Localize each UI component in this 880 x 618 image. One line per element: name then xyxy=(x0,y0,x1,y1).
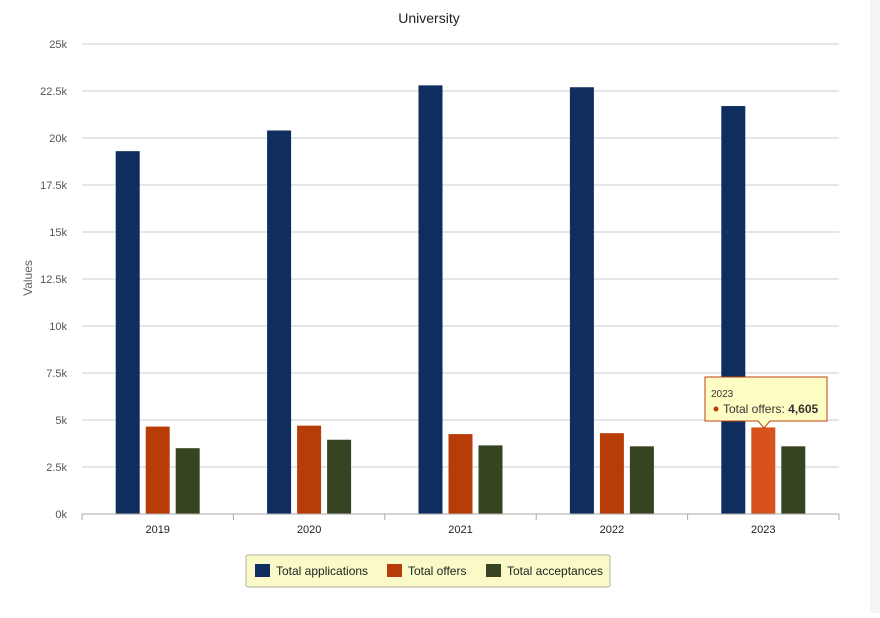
legend-label[interactable]: Total offers xyxy=(408,564,466,578)
bar[interactable] xyxy=(327,439,352,514)
legend-swatch xyxy=(387,564,402,577)
right-scroll-strip xyxy=(870,0,880,613)
bar[interactable] xyxy=(267,130,292,515)
bar-series[interactable] xyxy=(115,85,806,515)
bar[interactable] xyxy=(115,151,140,514)
bar[interactable] xyxy=(478,445,503,514)
bar[interactable] xyxy=(751,427,776,514)
legend-swatch xyxy=(255,564,270,577)
legend-box xyxy=(245,554,611,588)
bar[interactable] xyxy=(599,433,624,514)
tooltip: 2023 Total offers: 4,605 xyxy=(704,376,828,429)
tooltip-marker xyxy=(713,406,719,412)
tooltip-value: 4,605 xyxy=(788,402,818,416)
x-tick-label: 2021 xyxy=(448,524,472,536)
y-tick-label: 10k xyxy=(49,321,67,333)
tooltip-series-name: Total offers xyxy=(723,402,781,416)
tooltip-category: 2023 xyxy=(711,389,734,400)
bar[interactable] xyxy=(569,87,594,515)
bar[interactable] xyxy=(629,446,654,514)
bar[interactable] xyxy=(175,448,200,514)
y-tick-label: 15k xyxy=(49,227,67,239)
y-tick-label: 20k xyxy=(49,133,67,145)
y-tick-label: 12.5k xyxy=(40,274,67,286)
legend-label[interactable]: Total applications xyxy=(276,564,368,578)
legend-swatch xyxy=(486,564,501,577)
chart-title: University xyxy=(398,10,459,26)
tooltip-colon: : xyxy=(781,402,788,416)
x-tick-label: 2023 xyxy=(751,524,775,536)
tooltip-box xyxy=(704,376,828,429)
x-tick-label: 2019 xyxy=(145,524,169,536)
bar[interactable] xyxy=(145,426,170,514)
bar[interactable] xyxy=(721,106,746,514)
y-tick-label: 0k xyxy=(55,509,67,521)
bar[interactable] xyxy=(418,85,443,515)
gridlines xyxy=(82,43,839,468)
x-tick-label: 2020 xyxy=(297,524,321,536)
x-axis: 2019 2020 2021 2022 2023 xyxy=(81,513,840,536)
y-tick-label: 7.5k xyxy=(46,368,67,380)
y-tick-label: 17.5k xyxy=(40,180,67,192)
bar[interactable] xyxy=(448,434,473,514)
legend[interactable]: Total applications Total offers Total acce… xyxy=(245,554,611,588)
y-tick-label: 25k xyxy=(49,39,67,51)
bar[interactable] xyxy=(297,425,322,514)
legend-label[interactable]: Total acceptances xyxy=(507,564,603,578)
y-axis-ticks: 0k 2.5k 5k 7.5k 10k 12.5k 15k 17.5k 20k 22.5k 25k xyxy=(40,39,67,521)
y-tick-label: 5k xyxy=(55,415,67,427)
y-axis-label: Values xyxy=(21,260,35,296)
bar[interactable] xyxy=(781,446,806,514)
y-tick-label: 2.5k xyxy=(46,462,67,474)
x-tick-label: 2022 xyxy=(600,524,624,536)
tooltip-series-label: Total offers: 4,605 xyxy=(723,402,819,416)
y-tick-label: 22.5k xyxy=(40,86,67,98)
